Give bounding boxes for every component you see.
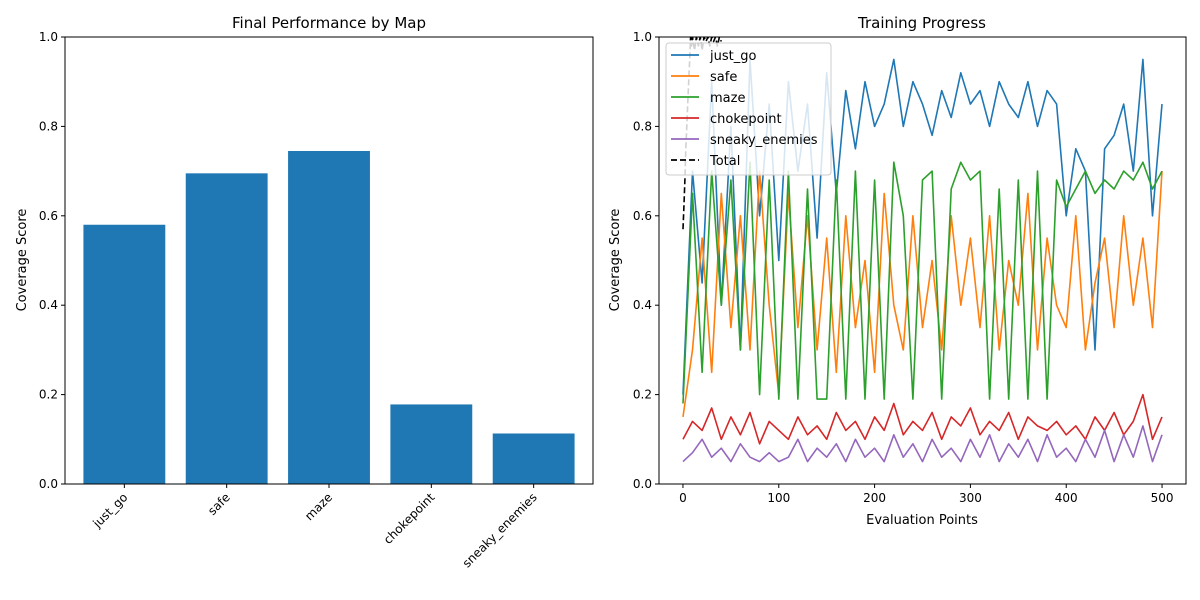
line-chart-y-ticks: 0.0 0.2 0.4 0.6 0.8 1.0 — [633, 30, 659, 491]
legend-label: just_go — [709, 49, 756, 64]
x-tick-label: 200 — [863, 491, 886, 505]
bar-safe — [185, 173, 268, 484]
y-tick-label: 0.0 — [633, 477, 652, 491]
x-tick-label: sneaky_enemies — [460, 490, 540, 570]
y-tick-label: 0.6 — [633, 209, 652, 223]
y-tick-label: 0.2 — [39, 388, 58, 402]
bar-chart-final-performance: Final Performance by Map Coverage Score … — [15, 14, 594, 570]
series-line-total — [682, 37, 723, 230]
line-chart-training-progress: Training Progress Coverage Score Evaluat… — [608, 14, 1187, 528]
y-tick-label: 1.0 — [633, 30, 652, 44]
legend-label: maze — [710, 91, 745, 106]
x-tick-label: chokepoint — [381, 490, 438, 547]
legend-label: Total — [709, 154, 740, 169]
line-chart-y-axis-label: Coverage Score — [608, 209, 623, 312]
x-tick-label: 100 — [767, 491, 790, 505]
bar-chart-bars — [83, 150, 575, 485]
x-tick-label: 0 — [679, 491, 687, 505]
bar-chart-title: Final Performance by Map — [232, 14, 426, 32]
bar-chart-frame — [64, 36, 594, 485]
x-tick-label: safe — [205, 490, 233, 518]
y-tick-label: 0.4 — [39, 298, 58, 312]
series-line-just_go — [682, 58, 1163, 395]
y-tick-label: 0.6 — [39, 209, 58, 223]
line-chart-series — [682, 37, 1163, 463]
legend-label: safe — [710, 70, 737, 85]
x-tick-label: 500 — [1151, 491, 1174, 505]
series-line-maze — [682, 161, 1163, 404]
y-tick-label: 1.0 — [39, 30, 58, 44]
y-tick-label: 0.8 — [39, 119, 58, 133]
series-line-sneaky_enemies — [682, 425, 1163, 463]
y-tick-label: 0.2 — [633, 388, 652, 402]
series-line-chokepoint — [682, 393, 1163, 445]
bar-chart-x-ticks: just_go safe maze chokepoint sneaky_enemies — [90, 484, 540, 570]
line-chart-x-axis-label: Evaluation Points — [866, 513, 978, 528]
y-tick-label: 0.0 — [39, 477, 58, 491]
x-tick-label: 300 — [959, 491, 982, 505]
bar-chart-y-ticks: 0.0 0.2 0.4 0.6 0.8 1.0 — [39, 30, 65, 491]
bar-just_go — [83, 224, 166, 485]
x-tick-label: just_go — [90, 490, 131, 531]
y-tick-label: 0.4 — [633, 298, 652, 312]
x-tick-label: maze — [302, 490, 335, 523]
legend-box — [665, 42, 832, 176]
legend-label: sneaky_enemies — [710, 133, 818, 148]
line-chart-frame — [658, 36, 1187, 485]
bar-maze — [288, 150, 370, 485]
line-chart-x-ticks: 0 100 200 300 400 500 — [679, 484, 1173, 505]
y-tick-label: 0.8 — [633, 119, 652, 133]
bar-chart-y-axis-label: Coverage Score — [15, 209, 30, 312]
line-chart-title: Training Progress — [857, 14, 986, 32]
legend-label: chokepoint — [710, 112, 782, 127]
bar-sneaky_enemies — [492, 433, 575, 484]
series-line-safe — [682, 170, 1163, 418]
x-tick-label: 400 — [1055, 491, 1078, 505]
bar-chokepoint — [390, 404, 473, 484]
